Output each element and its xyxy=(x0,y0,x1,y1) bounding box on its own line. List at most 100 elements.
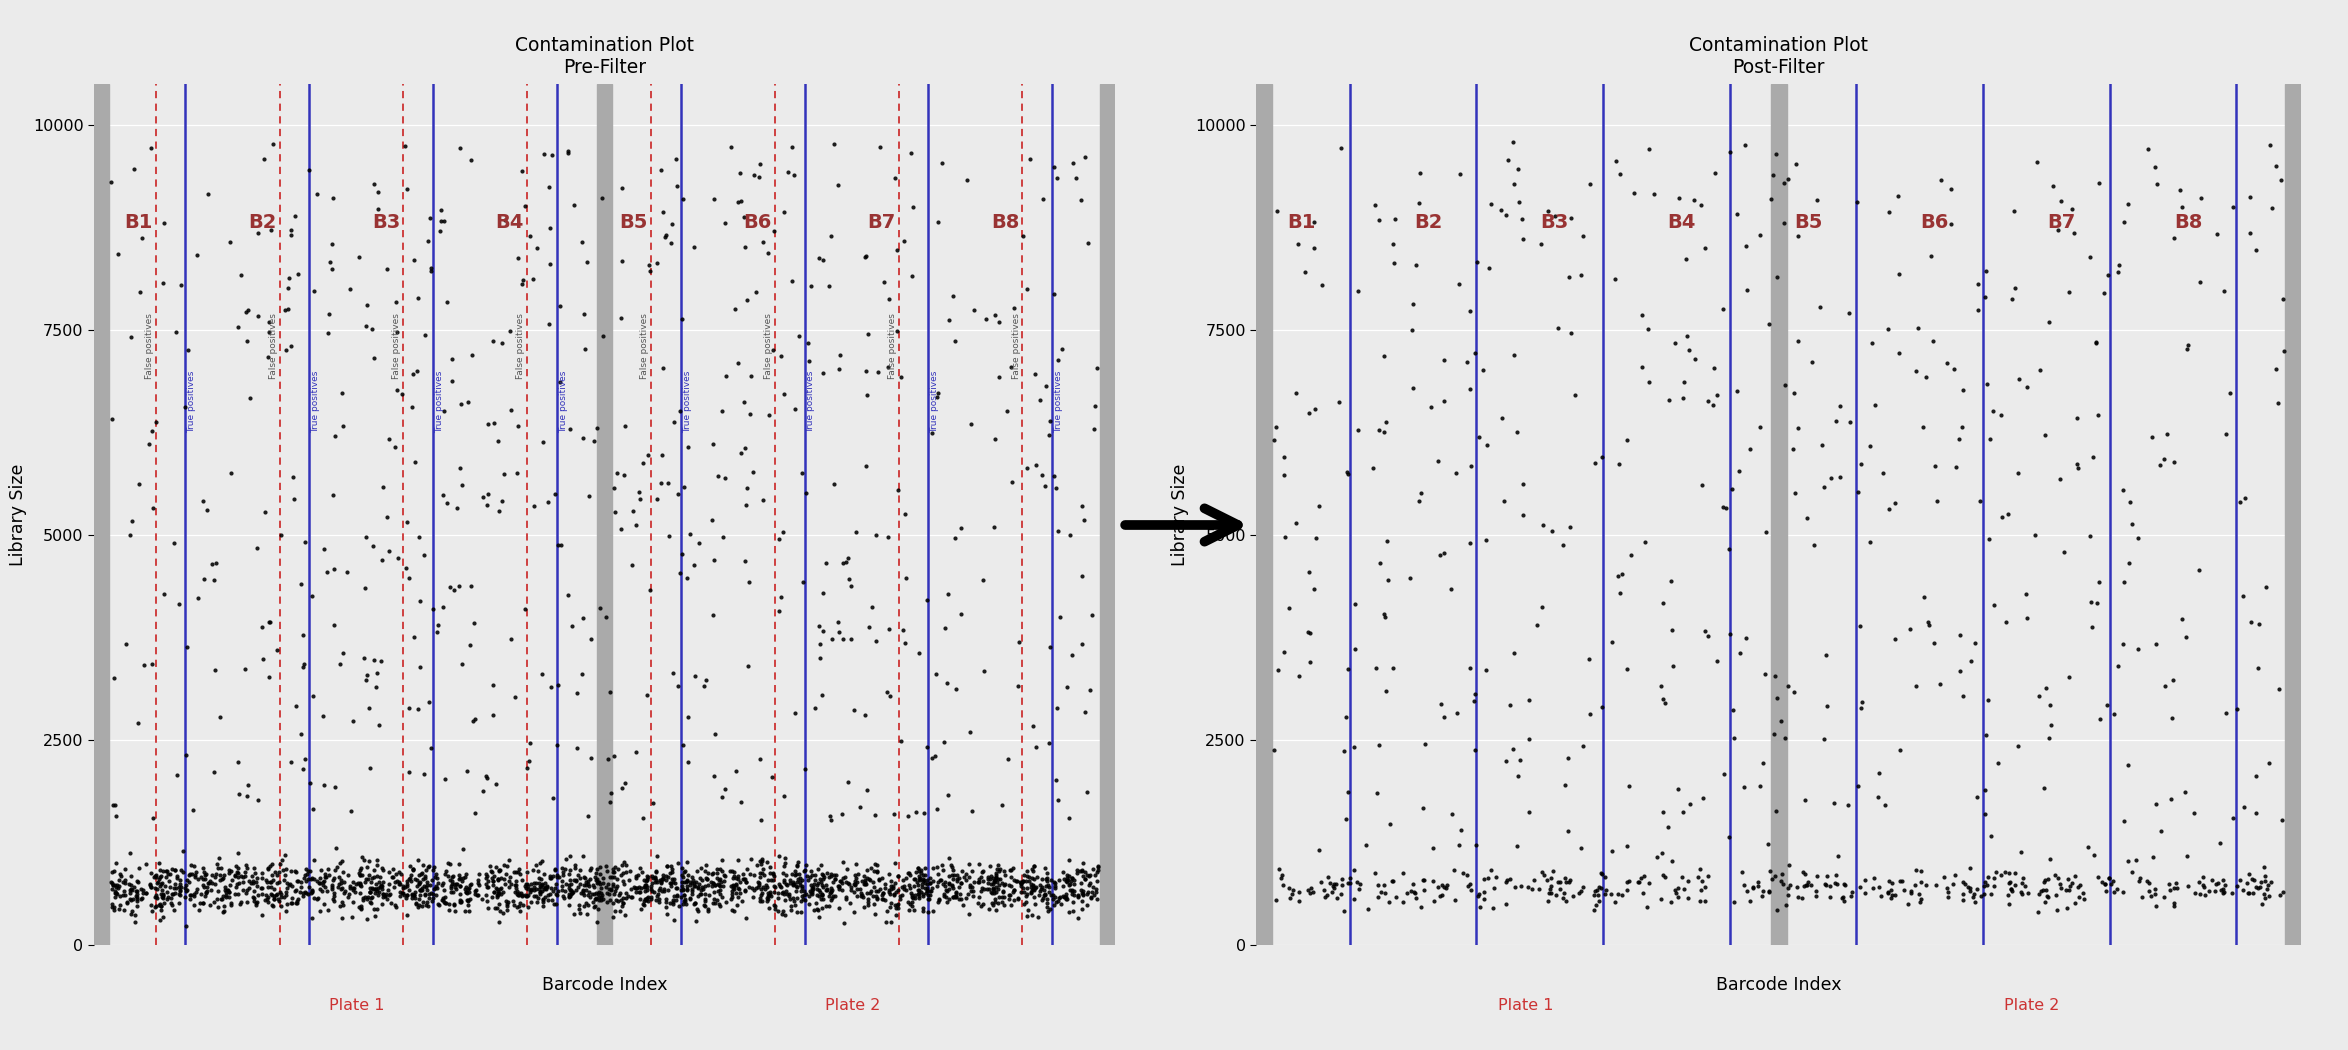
Point xyxy=(996,882,1033,899)
Point xyxy=(239,792,277,809)
Point xyxy=(930,868,967,885)
Point xyxy=(99,880,136,897)
Point xyxy=(1942,663,1979,679)
Point xyxy=(1012,150,1050,167)
Point xyxy=(974,884,1012,901)
Point xyxy=(749,406,787,423)
Point xyxy=(627,891,664,908)
Point xyxy=(1503,878,1540,895)
Point xyxy=(852,598,890,615)
Point xyxy=(721,884,758,901)
Point xyxy=(465,783,502,800)
Point xyxy=(268,860,305,877)
Point xyxy=(1723,863,1761,880)
Point xyxy=(1583,865,1620,882)
Point xyxy=(348,888,385,905)
Point xyxy=(1073,878,1111,895)
Point xyxy=(1660,880,1698,897)
Point xyxy=(1599,886,1637,903)
Point xyxy=(1686,879,1723,896)
Point xyxy=(1942,627,1979,644)
Point xyxy=(883,879,920,896)
Point xyxy=(850,326,888,342)
Point xyxy=(1310,868,1348,885)
Point xyxy=(850,894,888,910)
Point xyxy=(1784,878,1822,895)
Point xyxy=(763,906,801,923)
Point xyxy=(167,918,204,935)
Point xyxy=(103,887,141,904)
Point xyxy=(1024,891,1061,908)
Point xyxy=(263,852,301,868)
Point xyxy=(1047,867,1085,884)
Point xyxy=(1613,547,1651,564)
Point xyxy=(441,460,479,477)
Point xyxy=(927,888,965,905)
Point xyxy=(1425,393,1463,410)
Point xyxy=(404,880,441,897)
Point xyxy=(110,890,148,907)
Point xyxy=(294,869,331,886)
Point xyxy=(385,878,423,895)
Point xyxy=(1472,195,1510,212)
Point xyxy=(1395,295,1432,312)
Point xyxy=(277,881,315,898)
Point xyxy=(1644,690,1681,707)
Text: B2: B2 xyxy=(249,212,277,232)
Point xyxy=(228,881,265,898)
Point xyxy=(399,701,437,718)
Point xyxy=(960,856,998,873)
Point xyxy=(1524,866,1561,883)
Point xyxy=(239,307,277,323)
Point xyxy=(857,633,895,650)
Title: Contamination Plot
Pre-Filter: Contamination Plot Pre-Filter xyxy=(514,36,695,77)
Point xyxy=(2202,881,2240,898)
Point xyxy=(892,884,930,901)
Point xyxy=(1007,888,1045,905)
Point xyxy=(216,866,254,883)
Point xyxy=(437,881,474,898)
Point xyxy=(979,881,1017,898)
Point xyxy=(1860,879,1897,896)
Point xyxy=(1928,880,1965,897)
Point xyxy=(862,139,899,155)
Point xyxy=(552,881,589,898)
Point xyxy=(564,884,601,901)
Point xyxy=(2109,195,2146,212)
Point xyxy=(1749,836,1787,853)
Point xyxy=(721,867,758,884)
Point xyxy=(1402,484,1439,501)
Point xyxy=(650,865,688,882)
Point xyxy=(1491,697,1529,714)
Point xyxy=(1423,886,1460,903)
Point xyxy=(1289,624,1327,640)
Point xyxy=(441,885,479,902)
Point xyxy=(592,881,629,898)
Point xyxy=(974,873,1012,889)
Point xyxy=(162,886,200,903)
Point xyxy=(2094,884,2132,901)
Point xyxy=(601,521,639,538)
Point xyxy=(533,883,571,900)
Point xyxy=(272,895,310,911)
Point xyxy=(549,586,587,603)
Point xyxy=(996,299,1033,316)
Point xyxy=(94,898,131,915)
Point xyxy=(937,888,974,905)
Point xyxy=(1007,867,1045,884)
Point xyxy=(1817,413,1855,429)
Point xyxy=(836,877,873,894)
Point xyxy=(2026,872,2064,888)
Point xyxy=(1054,154,1092,171)
Point xyxy=(622,884,660,901)
Point xyxy=(909,904,946,921)
Point xyxy=(427,895,465,911)
Point xyxy=(486,865,524,882)
Text: True positives: True positives xyxy=(930,371,939,434)
Point xyxy=(336,894,373,910)
Point xyxy=(627,873,664,889)
Point xyxy=(1759,902,1796,919)
Point xyxy=(364,551,402,568)
Point xyxy=(1796,882,1834,899)
Point xyxy=(2224,882,2261,899)
